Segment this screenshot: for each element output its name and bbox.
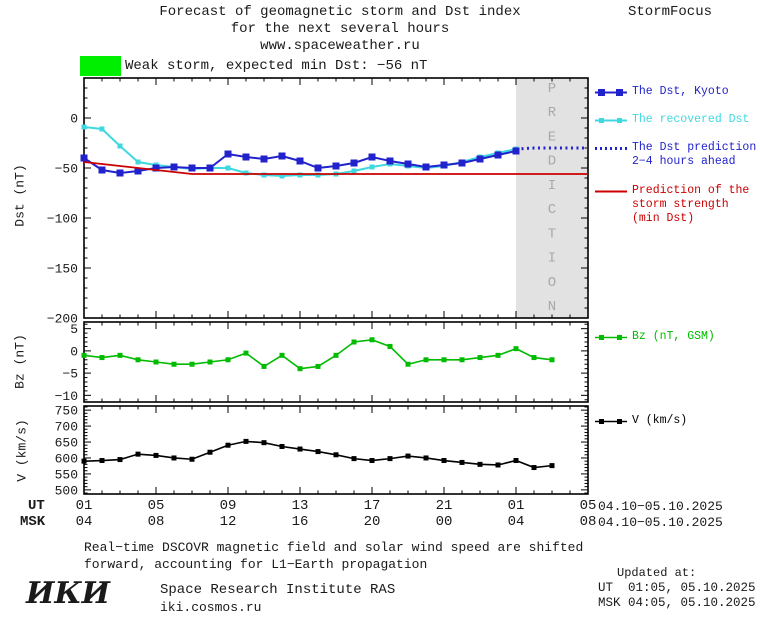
updated-label: Updated at: (617, 566, 697, 580)
footnote-line1: Real−time DSCOVR magnetic field and sola… (84, 540, 584, 555)
x-tick-label: 04 (75, 514, 93, 530)
updated-msk: MSK 04:05, 05.10.2025 (598, 596, 756, 610)
legend-bz: Bz (nT, GSM) (594, 330, 715, 344)
site-url-link[interactable]: www.spaceweather.ru (260, 38, 420, 54)
institute-name: Space Research Institute RAS (160, 582, 396, 598)
x-tick-label: 16 (291, 514, 309, 530)
svg-text:750: 750 (55, 404, 78, 419)
x-tick-label: 08 (147, 514, 165, 530)
svg-text:D: D (548, 154, 556, 170)
svg-text:600: 600 (55, 451, 78, 466)
x-tick-label: 01 (507, 498, 525, 514)
x-tick-label: 04 (507, 514, 525, 530)
msk-axis-row: MSK 04.10−05.10.2025 04 08 12 16 20 00 04 08 (0, 514, 760, 530)
dst-kyoto-marker-icon (595, 89, 627, 96)
legend-storm-strength: Prediction of the storm strength (min Ds… (594, 184, 749, 226)
legend-dst-prediction-line2: 2−4 hours ahead (632, 155, 736, 168)
legend-dst-prediction: The Dst prediction 2−4 hours ahead (594, 141, 756, 169)
x-tick-label: 05 (147, 498, 165, 514)
legend-storm-strength-line2: storm strength (632, 198, 729, 211)
x-tick-label: 09 (219, 498, 237, 514)
footnote: Real−time DSCOVR magnetic field and sola… (84, 539, 583, 573)
bz-chart: 5 0 −5 −10 (55, 321, 589, 404)
svg-text:T: T (548, 226, 556, 242)
legend-dst-kyoto-label: The Dst, Kyoto (632, 85, 729, 98)
recovered-dst-marker-icon (595, 118, 627, 123)
x-tick-label: 21 (435, 498, 453, 514)
svg-text:−100: −100 (47, 212, 78, 227)
dst-prediction-marker-icon (595, 147, 627, 150)
legend-storm-strength-line1: Prediction of the (632, 184, 750, 197)
storm-level-swatch (80, 56, 121, 76)
page-title-line2: for the next several hours (230, 21, 450, 37)
x-tick-label: 12 (219, 514, 237, 530)
x-tick-label: 20 (363, 514, 381, 530)
svg-text:E: E (548, 129, 556, 145)
ut-date-range: 04.10−05.10.2025 (598, 499, 723, 514)
svg-text:−200: −200 (47, 312, 78, 325)
v-marker-icon (595, 419, 627, 424)
svg-text:5: 5 (70, 322, 78, 337)
updated-ut: UT 01:05, 05.10.2025 (598, 581, 756, 595)
legend-v: V (km/s) (594, 414, 687, 428)
svg-text:I: I (548, 178, 556, 194)
x-tick-label: 17 (363, 498, 381, 514)
x-tick-label: 05 (579, 498, 597, 514)
svg-text:0: 0 (70, 112, 78, 127)
svg-text:700: 700 (55, 420, 78, 435)
svg-text:P: P (548, 81, 556, 97)
ut-axis-row: UT 04.10−05.10.2025 01 05 09 13 17 21 01 05 (0, 498, 760, 514)
svg-text:C: C (548, 202, 556, 218)
svg-text:−50: −50 (55, 162, 78, 177)
footnote-line2: forward, accounting for L1−Earth propaga… (84, 557, 428, 572)
legend-dst-kyoto: The Dst, Kyoto (594, 85, 729, 99)
svg-text:650: 650 (55, 436, 78, 451)
msk-date-range: 04.10−05.10.2025 (598, 515, 723, 530)
x-tick-label: 08 (579, 514, 597, 530)
storm-banner-text: Weak storm, expected min Dst: −56 nT (125, 58, 428, 74)
legend-recovered-dst: The recovered Dst (594, 113, 749, 127)
svg-text:550: 550 (55, 467, 78, 482)
svg-text:O: O (548, 275, 556, 291)
brand-stormfocus: StormFocus (628, 4, 713, 20)
svg-text:−5: −5 (62, 367, 78, 382)
svg-text:−150: −150 (47, 262, 78, 277)
dst-axis-label: Dst (nT) (12, 164, 28, 227)
svg-text:0: 0 (70, 344, 78, 359)
svg-text:N: N (548, 299, 556, 315)
storm-strength-marker-icon (595, 190, 627, 193)
institute-site-link[interactable]: iki.cosmos.ru (160, 600, 262, 615)
legend-storm-strength-line3: (min Dst) (632, 212, 695, 225)
svg-text:I: I (548, 251, 556, 267)
x-tick-label: 01 (75, 498, 93, 514)
legend-v-label: V (km/s) (632, 414, 688, 427)
legend-bz-label: Bz (nT, GSM) (632, 330, 715, 343)
bz-marker-icon (595, 335, 627, 340)
svg-text:500: 500 (55, 483, 78, 498)
legend-dst-prediction-line1: The Dst prediction (632, 141, 757, 154)
svg-text:−10: −10 (55, 389, 78, 404)
legend-recovered-dst-label: The recovered Dst (632, 113, 750, 126)
iki-logo: ИКИ (26, 576, 110, 611)
ut-label: UT (28, 498, 45, 514)
svg-text:R: R (548, 105, 557, 121)
msk-label: MSK (20, 514, 46, 530)
x-tick-label: 00 (435, 514, 453, 530)
x-tick-label: 13 (291, 498, 309, 514)
page-title-line1: Forecast of geomagnetic storm and Dst in… (159, 4, 521, 20)
